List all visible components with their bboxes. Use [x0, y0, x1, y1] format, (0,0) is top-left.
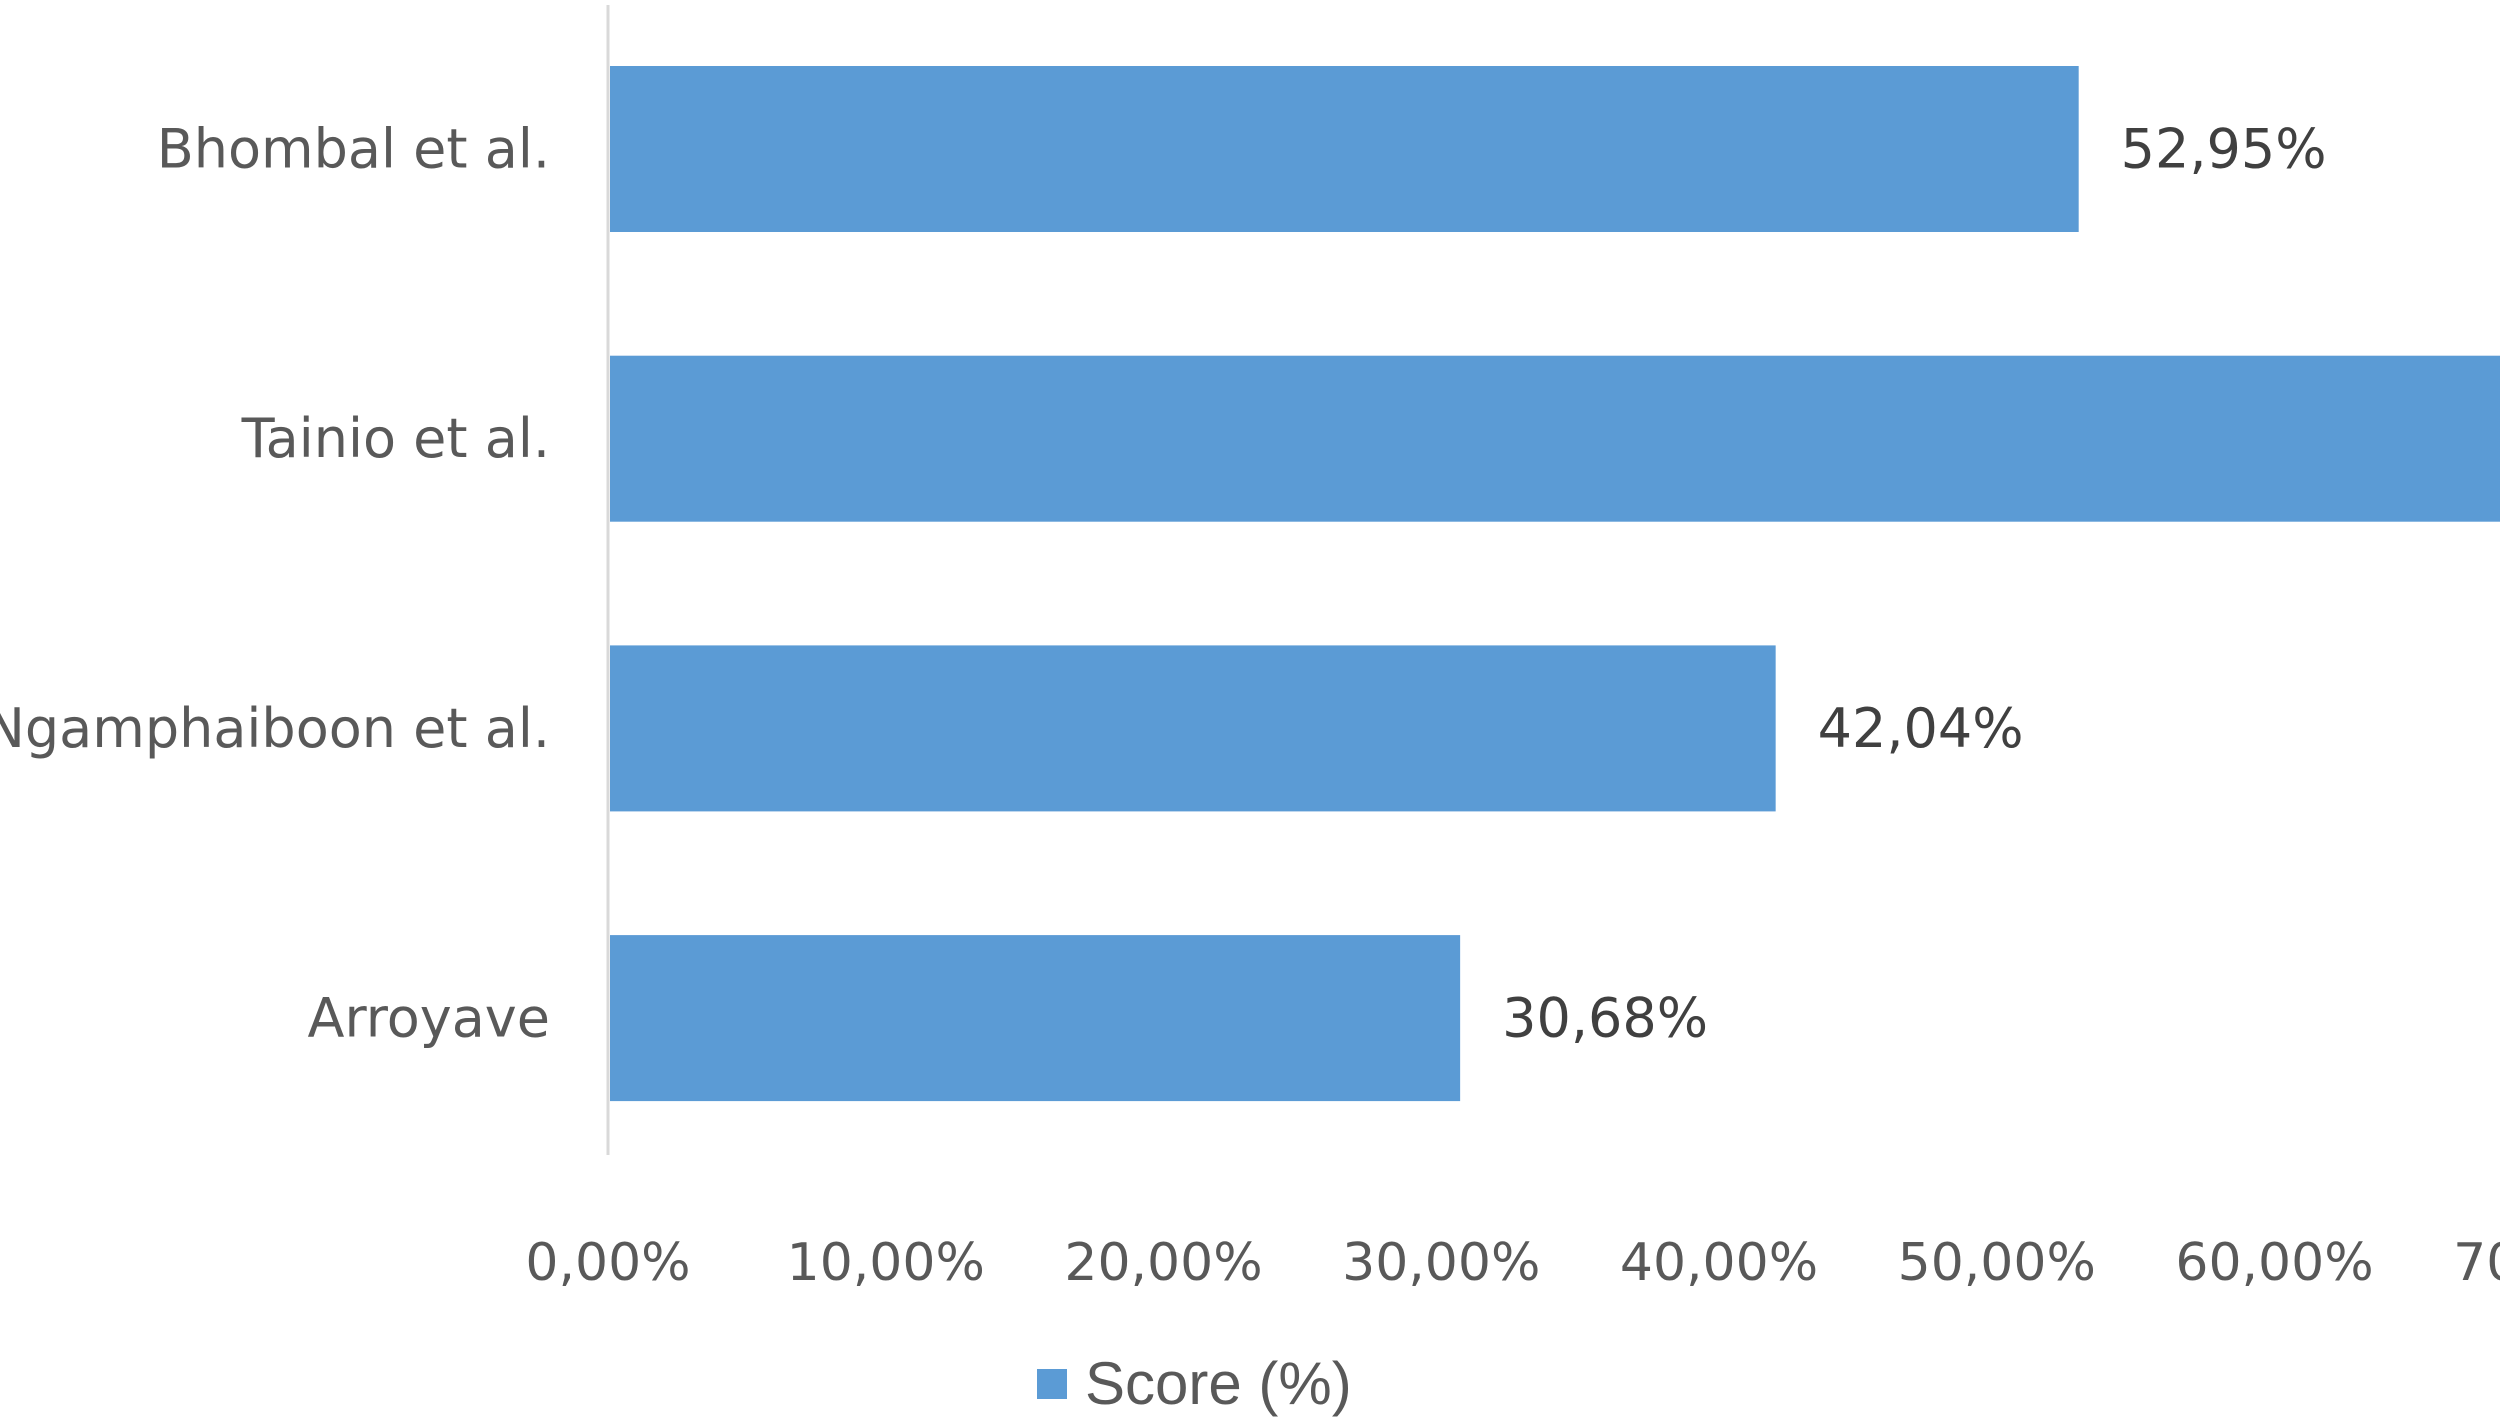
value-labels-group: 52,95%76,04%42,04%30,68%: [1502, 118, 2327, 1050]
category-label: Tainio et al.: [241, 407, 550, 470]
value-label: 30,68%: [1502, 987, 1708, 1050]
category-label: Ngamphaiboon et al.: [0, 697, 550, 760]
bar: [610, 355, 2500, 522]
x-tick-label: 30,00%: [1342, 1233, 1540, 1293]
category-labels-group: Bhombal et al. Tainio et al. Ngamphaiboon …: [0, 118, 550, 1050]
category-label: Arroyave: [308, 987, 550, 1050]
value-label: 52,95%: [2121, 118, 2327, 181]
bar: [610, 66, 2079, 232]
legend-swatch: [1037, 1369, 1067, 1399]
bars-group: [610, 66, 2500, 1102]
x-tick-label: 70,00%: [2453, 1233, 2500, 1293]
bar: [610, 645, 1776, 812]
value-label: 42,04%: [1818, 697, 2024, 760]
x-axis-tick-labels: 0,00% 10,00% 20,00% 30,00% 40,00% 50,00% 60,00…: [525, 1233, 2500, 1293]
x-tick-label: 0,00%: [525, 1233, 690, 1293]
x-tick-label: 40,00%: [1620, 1233, 1818, 1293]
x-tick-label: 10,00%: [787, 1233, 985, 1293]
bar: [610, 935, 1461, 1102]
x-tick-label: 50,00%: [1898, 1233, 2096, 1293]
legend-label: Score (%): [1085, 1350, 1352, 1417]
legend: Score (%): [1037, 1350, 1352, 1417]
x-tick-label: 60,00%: [2175, 1233, 2373, 1293]
x-tick-label: 20,00%: [1064, 1233, 1262, 1293]
category-label: Bhombal et al.: [157, 118, 550, 181]
